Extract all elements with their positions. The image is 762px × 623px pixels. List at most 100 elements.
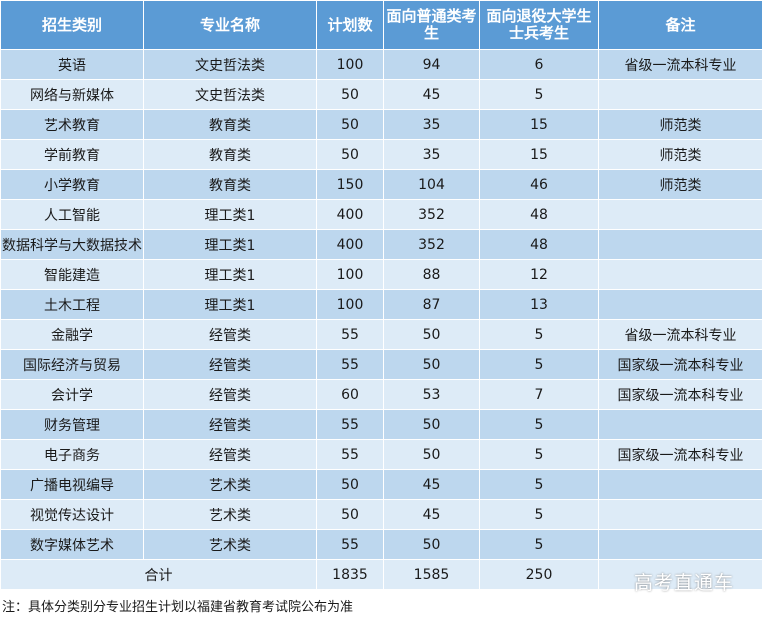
table-row: 网络与新媒体 文史哲法类 50 45 5 xyxy=(0,79,762,110)
table-row: 财务管理 经管类 55 50 5 xyxy=(0,409,762,440)
cell-general: 45 xyxy=(383,499,480,530)
cell-veteran: 13 xyxy=(479,289,599,320)
cell-remark: 省级一流本科专业 xyxy=(598,49,762,80)
table-row: 国际经济与贸易 经管类 55 50 5 国家级一流本科专业 xyxy=(0,349,762,380)
cell-veteran: 48 xyxy=(479,199,599,230)
cell-general: 45 xyxy=(383,79,480,110)
table-row: 土木工程 理工类1 100 87 13 xyxy=(0,289,762,320)
table-body: 英语 文史哲法类 100 94 6 省级一流本科专业 网络与新媒体 文史哲法类 50 45 5 艺术教… xyxy=(0,49,762,590)
cell-general: 35 xyxy=(383,109,480,140)
cell-plan: 50 xyxy=(316,79,384,110)
cell-general: 88 xyxy=(383,259,480,290)
cell-major: 艺术类 xyxy=(143,499,317,530)
cell-plan: 60 xyxy=(316,379,384,410)
cell-major: 经管类 xyxy=(143,319,317,350)
cell-category: 数据科学与大数据技术 xyxy=(0,229,144,260)
header-category: 招生类别 xyxy=(0,0,144,50)
cell-major: 艺术类 xyxy=(143,469,317,500)
cell-veteran: 15 xyxy=(479,139,599,170)
table-row: 智能建造 理工类1 100 88 12 xyxy=(0,259,762,290)
cell-major: 文史哲法类 xyxy=(143,49,317,80)
cell-general: 87 xyxy=(383,289,480,320)
cell-general: 50 xyxy=(383,529,480,560)
header-general: 面向普通类考生 xyxy=(383,0,480,50)
cell-veteran: 12 xyxy=(479,259,599,290)
cell-veteran: 7 xyxy=(479,379,599,410)
cell-remark: 师范类 xyxy=(598,109,762,140)
cell-remark xyxy=(598,289,762,320)
cell-plan: 50 xyxy=(316,469,384,500)
cell-category: 会计学 xyxy=(0,379,144,410)
table-row: 电子商务 经管类 55 50 5 国家级一流本科专业 xyxy=(0,439,762,470)
cell-category: 财务管理 xyxy=(0,409,144,440)
table-row: 人工智能 理工类1 400 352 48 xyxy=(0,199,762,230)
cell-plan: 50 xyxy=(316,139,384,170)
enrollment-plan-table: 招生类别 专业名称 计划数 面向普通类考生 面向退役大学生士兵考生 备注 英语文… xyxy=(0,0,762,590)
cell-general: 50 xyxy=(383,439,480,470)
cell-general: 50 xyxy=(383,409,480,440)
cell-plan: 55 xyxy=(316,409,384,440)
cell-remark: 师范类 xyxy=(598,169,762,200)
cell-veteran: 5 xyxy=(479,439,599,470)
header-remark: 备注 xyxy=(598,0,762,50)
cell-plan: 50 xyxy=(316,109,384,140)
cell-plan: 100 xyxy=(316,49,384,80)
cell-category: 小学教育 xyxy=(0,169,144,200)
cell-major: 经管类 xyxy=(143,409,317,440)
cell-major: 经管类 xyxy=(143,439,317,470)
table-row: 艺术教育 教育类 50 35 15 师范类 xyxy=(0,109,762,140)
cell-category: 视觉传达设计 xyxy=(0,499,144,530)
cell-general: 104 xyxy=(383,169,480,200)
cell-major: 理工类1 xyxy=(143,229,317,260)
cell-veteran: 5 xyxy=(479,319,599,350)
total-general: 1585 xyxy=(383,559,480,590)
cell-major: 艺术类 xyxy=(143,529,317,560)
cell-major: 经管类 xyxy=(143,349,317,380)
cell-remark: 省级一流本科专业 xyxy=(598,319,762,350)
footnote: 注：具体分类别分专业招生计划以福建省教育考试院公布为准 xyxy=(2,600,354,615)
watermark: 高考直通车 xyxy=(633,572,734,594)
cell-remark xyxy=(598,259,762,290)
cell-veteran: 15 xyxy=(479,109,599,140)
cell-remark xyxy=(598,229,762,260)
table-row: 学前教育 教育类 50 35 15 师范类 xyxy=(0,139,762,170)
cell-veteran: 5 xyxy=(479,79,599,110)
cell-veteran: 6 xyxy=(479,49,599,80)
cell-plan: 55 xyxy=(316,319,384,350)
table-row: 视觉传达设计 艺术类 50 45 5 xyxy=(0,499,762,530)
cell-remark xyxy=(598,529,762,560)
cell-category: 英语 xyxy=(0,49,144,80)
cell-general: 50 xyxy=(383,319,480,350)
header-plan: 计划数 xyxy=(316,0,384,50)
cell-category: 人工智能 xyxy=(0,199,144,230)
cell-plan: 400 xyxy=(316,229,384,260)
cell-general: 45 xyxy=(383,469,480,500)
cell-category: 网络与新媒体 xyxy=(0,79,144,110)
cell-veteran: 5 xyxy=(479,349,599,380)
cell-category: 国际经济与贸易 xyxy=(0,349,144,380)
cell-veteran: 46 xyxy=(479,169,599,200)
cell-veteran: 5 xyxy=(479,469,599,500)
cell-category: 金融学 xyxy=(0,319,144,350)
header-major: 专业名称 xyxy=(143,0,317,50)
cell-major: 经管类 xyxy=(143,379,317,410)
total-veteran: 250 xyxy=(479,559,599,590)
table-row: 数据科学与大数据技术 理工类1 400 352 48 xyxy=(0,229,762,260)
cell-general: 94 xyxy=(383,49,480,80)
cell-remark xyxy=(598,469,762,500)
cell-remark xyxy=(598,499,762,530)
table-row: 会计学 经管类 60 53 7 国家级一流本科专业 xyxy=(0,379,762,410)
cell-veteran: 5 xyxy=(479,499,599,530)
total-row: 合计 1835 1585 250 xyxy=(0,559,762,590)
cell-plan: 55 xyxy=(316,439,384,470)
cell-category: 智能建造 xyxy=(0,259,144,290)
cell-major: 教育类 xyxy=(143,109,317,140)
cell-plan: 50 xyxy=(316,499,384,530)
cell-category: 土木工程 xyxy=(0,289,144,320)
total-label: 合计 xyxy=(0,559,317,590)
cell-general: 352 xyxy=(383,199,480,230)
cell-major: 理工类1 xyxy=(143,289,317,320)
cell-plan: 55 xyxy=(316,529,384,560)
total-remark xyxy=(598,559,762,590)
cell-major: 教育类 xyxy=(143,139,317,170)
